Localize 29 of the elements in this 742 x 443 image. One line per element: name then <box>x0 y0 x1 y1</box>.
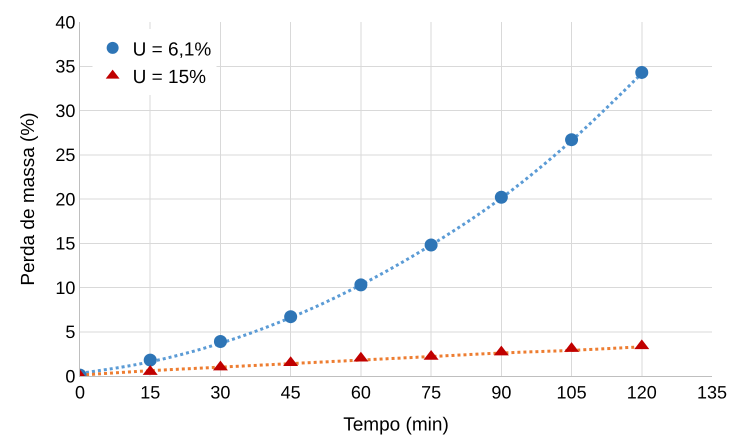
x-tick-label: 75 <box>421 382 442 403</box>
y-tick-label: 15 <box>55 234 76 254</box>
point <box>424 238 438 252</box>
y-tick-label: 5 <box>65 322 76 342</box>
point <box>284 310 298 324</box>
y-tick-label: 30 <box>55 100 76 121</box>
point <box>565 133 578 146</box>
x-axis-title: Tempo (min) <box>343 414 449 436</box>
legend-label: U = 6,1% <box>132 39 212 60</box>
x-tick-label: 45 <box>280 382 301 403</box>
x-tick-label: 15 <box>140 382 160 403</box>
x-tick-label: 30 <box>210 382 230 403</box>
y-tick-label: 20 <box>55 189 76 210</box>
point <box>214 334 227 348</box>
point <box>494 190 508 204</box>
point <box>635 66 648 79</box>
x-tick-label: 105 <box>556 382 587 403</box>
y-tick-label: 10 <box>55 278 76 298</box>
point <box>354 278 368 292</box>
x-tick-label: 90 <box>491 382 512 403</box>
legend-label: U = 15% <box>132 67 206 88</box>
x-tick-label: 135 <box>696 382 728 403</box>
y-tick-label: 40 <box>55 12 76 32</box>
y-tick-label: 25 <box>55 145 76 166</box>
x-tick-label: 60 <box>350 382 371 403</box>
y-tick-label: 0 <box>65 366 76 386</box>
y-tick-label: 35 <box>55 56 76 77</box>
y-axis-title: Perda de massa (%) <box>18 112 40 286</box>
x-tick-label: 120 <box>626 382 657 403</box>
